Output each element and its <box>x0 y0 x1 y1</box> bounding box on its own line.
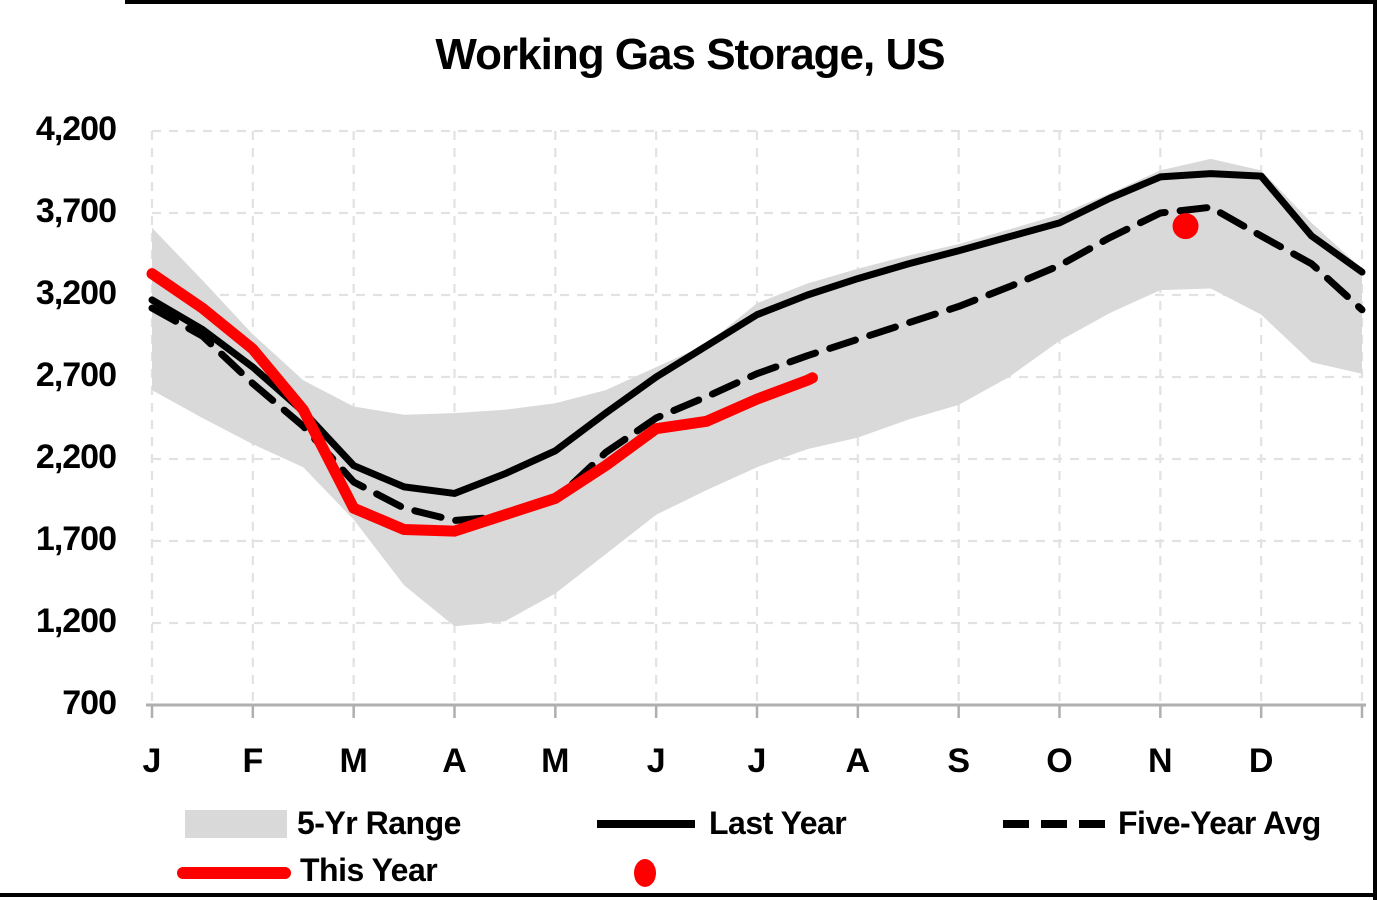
legend-swatch-this-year <box>177 867 291 879</box>
y-axis-tick-label: 4,200 <box>35 110 117 148</box>
legend-label-this-year: This Year <box>300 852 438 888</box>
chart-border-top <box>125 0 1377 4</box>
y-axis-tick-label: 3,700 <box>35 192 117 230</box>
x-axis-month-label: J <box>646 742 666 780</box>
x-axis-month-label: M <box>339 742 368 780</box>
legend-swatch-last-year <box>597 820 695 828</box>
x-axis-month-label: S <box>947 742 970 780</box>
chart-border-bottom <box>0 893 1377 897</box>
legend-label-5yr-range: 5-Yr Range <box>297 805 461 841</box>
y-axis-tick-label: 2,700 <box>35 356 117 394</box>
legend-swatch-5yr-range <box>185 810 287 838</box>
x-axis-month-label: J <box>747 742 767 780</box>
legend-swatch-five-year-avg <box>1003 820 1106 828</box>
chart-border-right <box>1373 0 1377 900</box>
x-axis-month-label: M <box>541 742 570 780</box>
x-axis-month-label: N <box>1148 742 1173 780</box>
legend-label-last-year: Last Year <box>709 805 847 841</box>
y-axis-tick-label: 1,200 <box>35 602 117 640</box>
chart-title: Working Gas Storage, US <box>435 30 945 79</box>
y-axis-tick-label: 3,200 <box>35 274 117 312</box>
x-axis-month-label: D <box>1248 742 1274 780</box>
x-axis-month-label: O <box>1046 742 1073 780</box>
x-axis-month-label: A <box>845 742 871 780</box>
x-axis-month-label: J <box>142 742 162 780</box>
legend-label-five-year-avg: Five-Year Avg <box>1118 805 1321 841</box>
legend-red-dot-icon <box>634 859 656 887</box>
y-axis-tick-label: 700 <box>62 684 117 722</box>
y-axis-tick-label: 2,200 <box>35 438 117 476</box>
y-axis-tick-label: 1,700 <box>35 520 117 558</box>
x-axis-month-label: F <box>242 742 264 780</box>
x-axis-month-label: A <box>442 742 467 780</box>
